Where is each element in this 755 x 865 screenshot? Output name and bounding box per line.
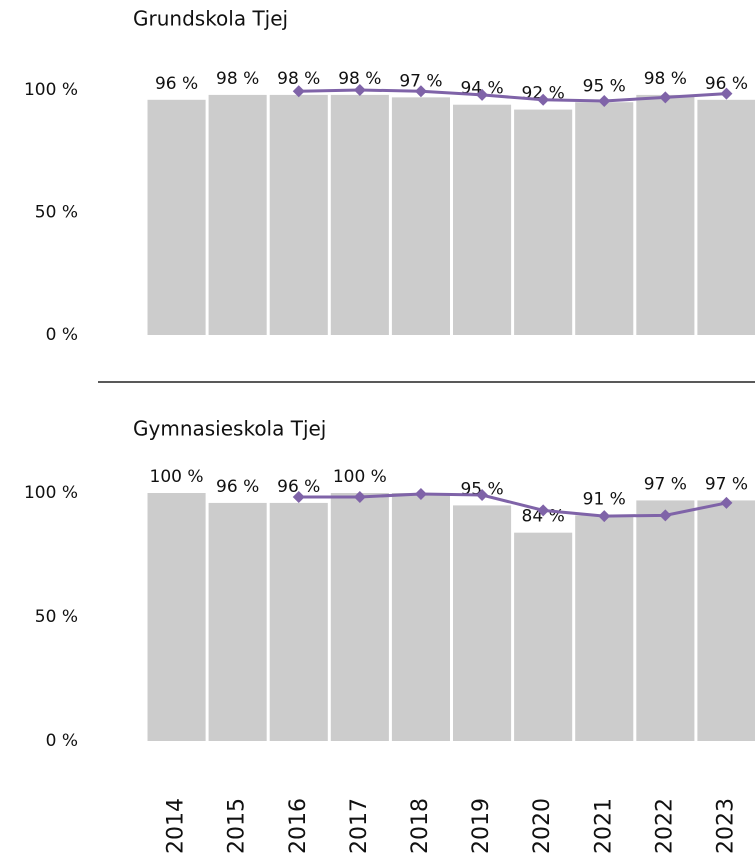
line-marker	[659, 91, 672, 104]
bar	[208, 94, 267, 336]
x-tick-label: 2017	[347, 798, 372, 854]
line-marker	[353, 84, 366, 96]
line-marker	[353, 490, 366, 503]
chart-title: Grundskola Tjej	[133, 7, 288, 31]
x-tick-label: 2018	[408, 798, 433, 854]
bar	[636, 94, 695, 336]
line-marker	[598, 95, 611, 108]
line-marker	[720, 496, 733, 509]
bar	[391, 97, 450, 335]
bar	[391, 493, 450, 741]
line-marker	[414, 487, 427, 500]
value-label: 98 %	[277, 69, 320, 89]
y-tick-label: 50 %	[35, 203, 78, 223]
bar	[514, 532, 573, 741]
bar	[269, 502, 328, 741]
value-label: 96 %	[705, 74, 748, 94]
x-tick-label: 2016	[286, 798, 311, 854]
bar	[575, 515, 634, 741]
line-marker	[292, 85, 305, 98]
value-label: 97 %	[705, 474, 748, 494]
bar	[575, 102, 634, 335]
value-label: 96 %	[216, 477, 259, 497]
line-marker	[598, 510, 611, 523]
x-tick-label: 2014	[164, 798, 189, 854]
line-marker	[537, 504, 550, 517]
line-marker	[537, 93, 550, 106]
value-label: 96 %	[277, 477, 320, 497]
line-marker	[659, 509, 672, 522]
line	[298, 492, 727, 518]
line-marker	[414, 85, 427, 98]
value-label: 97 %	[644, 474, 687, 494]
line-marker	[720, 87, 733, 100]
chart-title: Gymnasieskola Tjej	[133, 417, 326, 441]
bar	[636, 500, 695, 741]
value-label: 97 %	[399, 71, 442, 91]
bar	[697, 99, 755, 335]
line-marker	[292, 490, 305, 503]
x-tick-label: 2022	[652, 798, 677, 854]
value-label: 96 %	[155, 74, 198, 94]
value-label: 100 %	[333, 467, 387, 487]
y-tick-label: 0 %	[46, 325, 78, 345]
x-tick-label: 2019	[469, 798, 494, 854]
x-tick-label: 2023	[713, 798, 738, 854]
x-tick-label: 2020	[530, 798, 555, 854]
y-tick-label: 0 %	[46, 731, 78, 751]
y-tick-label: 50 %	[35, 607, 78, 627]
bar	[147, 99, 206, 335]
bar	[453, 505, 512, 741]
bar	[330, 94, 389, 336]
value-label: 91 %	[583, 489, 626, 509]
value-label: 95 %	[583, 76, 626, 96]
value-label: 100 %	[150, 467, 204, 487]
bar	[269, 94, 328, 336]
line	[298, 88, 727, 103]
bar	[147, 493, 206, 741]
x-tick-label: 2021	[591, 798, 616, 854]
y-tick-label: 100 %	[24, 483, 78, 503]
bar	[453, 104, 512, 335]
value-label: 98 %	[338, 69, 381, 89]
bar	[330, 493, 389, 741]
bar	[514, 109, 573, 335]
bar	[697, 500, 755, 741]
value-label: 98 %	[216, 69, 259, 89]
line-marker	[476, 488, 489, 501]
x-tick-label: 2015	[225, 798, 250, 854]
bar	[208, 502, 267, 741]
y-tick-label: 100 %	[24, 80, 78, 100]
value-label: 98 %	[644, 69, 687, 89]
line-marker	[476, 88, 489, 101]
